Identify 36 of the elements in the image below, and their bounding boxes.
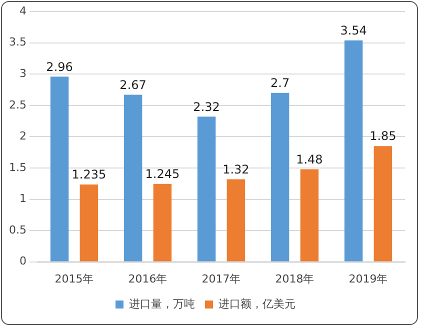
data-label: 1.32: [222, 162, 250, 176]
y-tick-label: 0.5: [8, 223, 26, 236]
bar: [124, 94, 142, 262]
bar: [50, 76, 69, 262]
data-label: 2.96: [46, 60, 73, 74]
bar: [226, 179, 246, 262]
data-label: 2.67: [120, 78, 146, 92]
y-tick-label: 2: [19, 130, 26, 143]
y-tick-label: 0: [19, 254, 26, 268]
y-tick-label: 1: [19, 192, 26, 206]
x-tick-label: 2015年: [54, 272, 94, 286]
x-tick-label: 2019年: [348, 272, 388, 286]
x-tick-label: 2016年: [128, 272, 168, 286]
bar: [300, 169, 319, 262]
bar: [270, 92, 290, 262]
data-label: 1.48: [296, 152, 323, 166]
bar: [197, 116, 216, 262]
data-label: 3.54: [340, 24, 367, 38]
bar: [80, 184, 98, 262]
y-tick-label: 4: [19, 4, 26, 18]
data-label: 1.235: [72, 168, 106, 182]
bar: [153, 184, 172, 262]
y-tick-label: 1.5: [8, 160, 26, 174]
bar: [374, 146, 392, 262]
x-tick-label: 2018年: [275, 272, 314, 286]
data-label: 1.245: [145, 167, 180, 182]
bar: [344, 40, 363, 262]
y-tick-label: 3.5: [8, 36, 26, 49]
y-tick-label: 2.5: [8, 98, 26, 112]
data-label: 1.85: [370, 129, 396, 144]
legend-label: 进口额，亿美元: [218, 297, 296, 310]
data-label: 2.32: [193, 100, 220, 114]
y-tick-label: 3: [19, 67, 26, 80]
data-label: 2.7: [270, 76, 290, 90]
legend-label: 进口量，万吨: [129, 297, 195, 310]
x-tick-label: 2017年: [202, 272, 241, 286]
